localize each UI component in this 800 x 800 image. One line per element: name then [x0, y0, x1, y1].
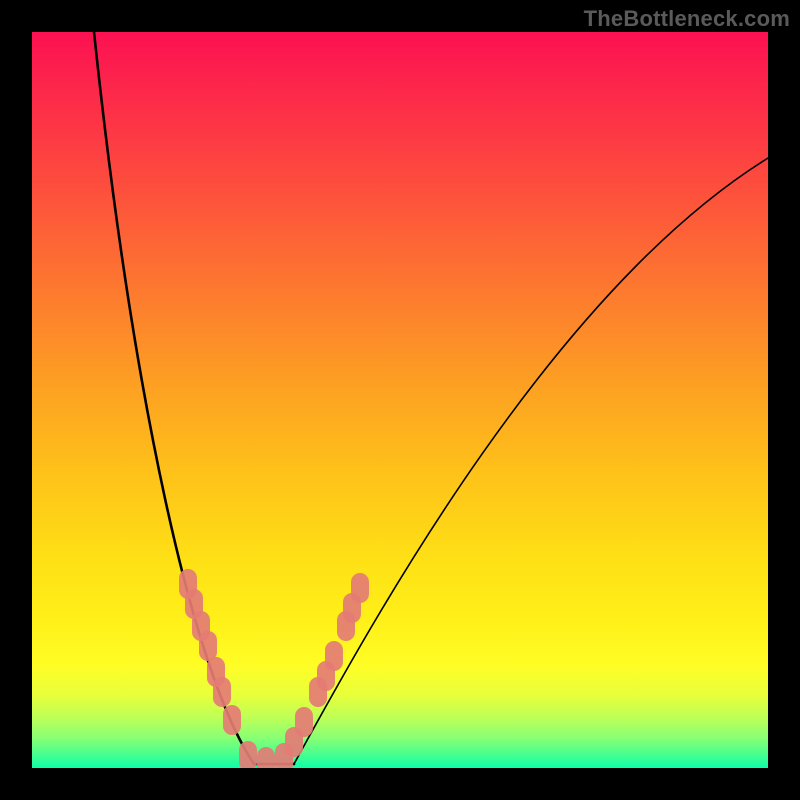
- watermark-text: TheBottleneck.com: [584, 6, 790, 32]
- datapoint-marker: [295, 707, 313, 737]
- bottleneck-curve-chart: [32, 32, 768, 768]
- datapoint-marker: [257, 747, 275, 768]
- datapoint-marker: [213, 677, 231, 707]
- plot-area: [32, 32, 768, 768]
- datapoint-marker: [199, 631, 217, 661]
- datapoint-marker: [351, 573, 369, 603]
- datapoint-marker: [223, 705, 241, 735]
- chart-frame: TheBottleneck.com: [0, 0, 800, 800]
- datapoint-marker: [325, 641, 343, 671]
- datapoint-marker: [239, 741, 257, 768]
- gradient-background: [32, 32, 768, 768]
